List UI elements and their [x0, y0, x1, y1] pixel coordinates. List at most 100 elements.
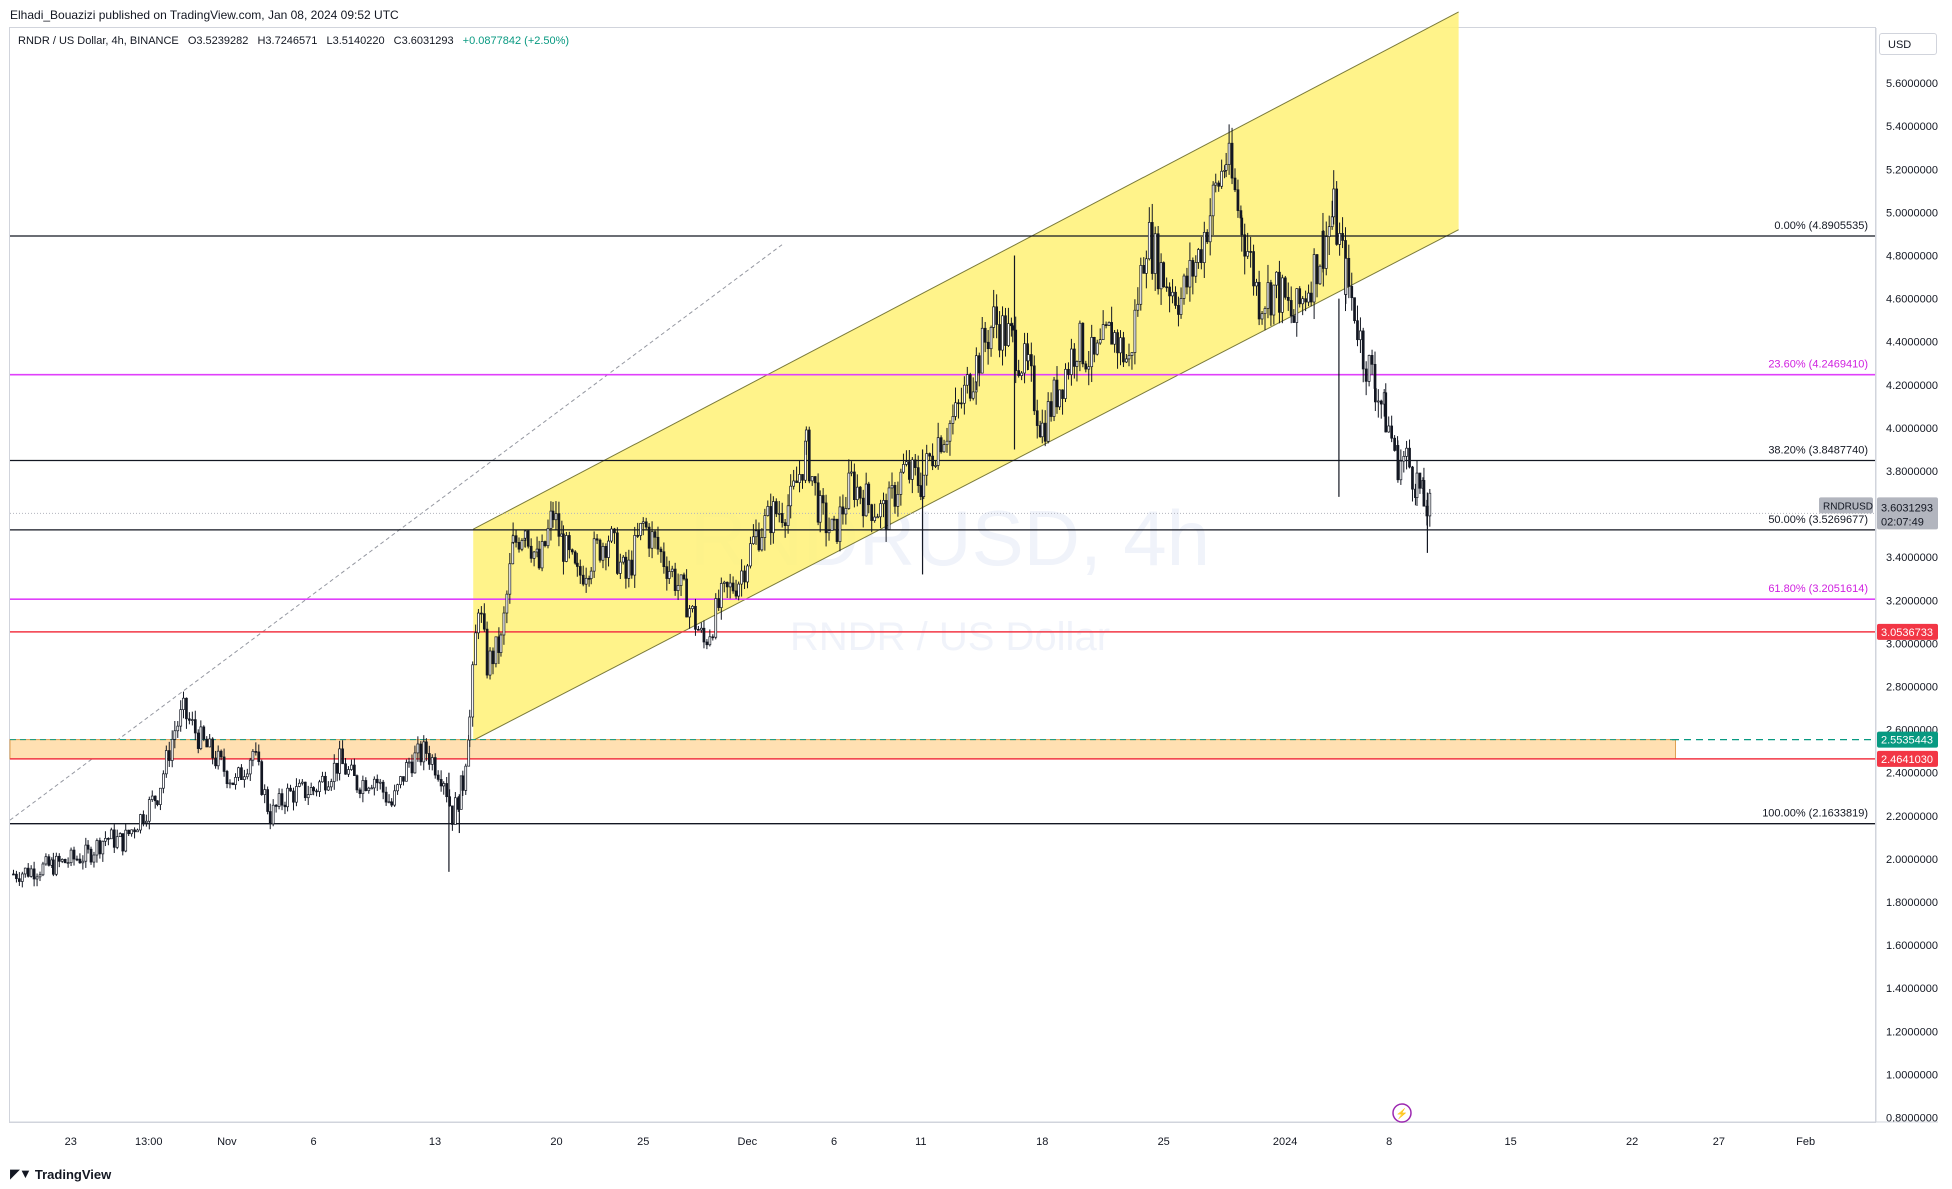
candle-body: [196, 732, 200, 749]
candle-body: [1309, 292, 1313, 303]
candle-body: [636, 535, 640, 537]
candle-body: [1058, 389, 1061, 408]
candle-body: [884, 500, 888, 530]
candle-body: [1283, 277, 1287, 298]
watermark-name: RNDR / US Dollar: [790, 615, 1110, 659]
candle-body: [1199, 249, 1203, 263]
candle-body: [853, 471, 856, 500]
candle-body: [624, 556, 628, 579]
candle-body: [813, 476, 817, 484]
candle-body: [667, 571, 671, 579]
candle-body: [705, 641, 709, 646]
candle-body: [425, 741, 428, 754]
candle-body: [511, 541, 515, 565]
candle-body: [595, 538, 599, 541]
candle-body: [115, 836, 119, 848]
candle-body: [211, 738, 214, 759]
channel-upper-line[interactable]: [472, 11, 1459, 530]
candle-body: [1428, 492, 1432, 517]
candle-body: [430, 757, 434, 765]
candle-body: [974, 355, 978, 383]
candle-body: [474, 632, 477, 666]
price-axis-tick: 1.6000000: [1886, 940, 1938, 952]
candle-body: [1418, 472, 1422, 489]
candle-body: [378, 781, 382, 784]
candle-body: [1307, 292, 1310, 303]
candle-body: [565, 535, 568, 562]
candle-body: [1147, 222, 1151, 260]
candle-body: [1165, 286, 1168, 289]
support-price-label: 2.4641030: [1881, 754, 1933, 766]
candle-body: [1379, 400, 1383, 405]
support-price-label-bg: [1877, 623, 1938, 640]
candle-body: [1070, 348, 1073, 375]
candle-body: [1043, 422, 1047, 442]
channel-lower-line[interactable]: [472, 229, 1459, 741]
candle-body: [523, 530, 527, 539]
candle-body: [896, 493, 900, 507]
candle-body: [347, 769, 350, 775]
candle-body: [968, 374, 972, 399]
candle-body: [980, 327, 984, 374]
candle-body: [554, 513, 558, 521]
events-lightning-icon[interactable]: [1392, 1103, 1412, 1123]
candle-body: [1301, 298, 1305, 305]
candle-body: [384, 791, 388, 803]
candle-body: [1020, 372, 1023, 376]
candle-body: [931, 455, 934, 467]
candle-body: [1119, 337, 1122, 354]
candle-body: [688, 608, 691, 618]
candle-body: [1227, 142, 1231, 165]
price-axis-tick: 5.4000000: [1886, 121, 1938, 133]
candle-body: [995, 306, 998, 325]
support-price-label-bg: [1877, 750, 1938, 767]
candle-body: [471, 664, 475, 718]
candle-body: [312, 787, 315, 792]
candle-body: [760, 537, 764, 551]
candle-body: [737, 583, 741, 597]
candle-body: [584, 577, 588, 585]
candle-body: [222, 756, 226, 772]
candle-body: [1188, 260, 1192, 288]
candle-body: [1350, 286, 1354, 299]
candle-body: [717, 598, 721, 608]
candle-body: [939, 437, 943, 453]
candle-body: [1136, 303, 1140, 311]
candle-body: [381, 781, 385, 793]
tradingview-footer[interactable]: ◤▼ TradingView: [10, 1166, 111, 1182]
candle-body: [691, 605, 694, 609]
candle-body: [353, 764, 356, 776]
candle-body: [52, 859, 55, 875]
candle-body: [589, 570, 593, 579]
candle-body: [850, 471, 853, 474]
candle-body: [1275, 271, 1278, 286]
candle-body: [427, 753, 431, 765]
candle-body: [499, 634, 503, 653]
candle-body: [95, 840, 99, 856]
candle-body: [1281, 277, 1284, 313]
price-axis-tick: 3.4000000: [1886, 552, 1938, 564]
price-axis-tick: 1.4000000: [1886, 983, 1938, 995]
candle-body: [86, 844, 90, 850]
current-price-symbol: RNDRUSD: [1823, 501, 1873, 512]
candle-body: [827, 530, 831, 534]
green-level-price-label: 2.5535443: [1881, 735, 1933, 747]
candle-body: [650, 531, 654, 549]
candle-body: [387, 801, 391, 804]
candle-body: [1286, 296, 1290, 301]
candle-body: [1393, 437, 1396, 451]
candle-body: [1197, 249, 1200, 263]
time-axis-tick: 25: [637, 1136, 649, 1148]
candle-body: [1321, 230, 1325, 269]
candle-body: [1064, 368, 1067, 399]
tradingview-brand: TradingView: [34, 1166, 112, 1182]
candle-body: [893, 485, 897, 507]
candle-body: [283, 804, 287, 808]
time-axis-tick: 25: [1158, 1136, 1170, 1148]
candle-body: [139, 814, 142, 831]
candle-body: [451, 805, 454, 825]
currency-button[interactable]: USD: [1879, 33, 1937, 55]
candle-body: [526, 530, 530, 547]
candle-body: [725, 581, 729, 588]
